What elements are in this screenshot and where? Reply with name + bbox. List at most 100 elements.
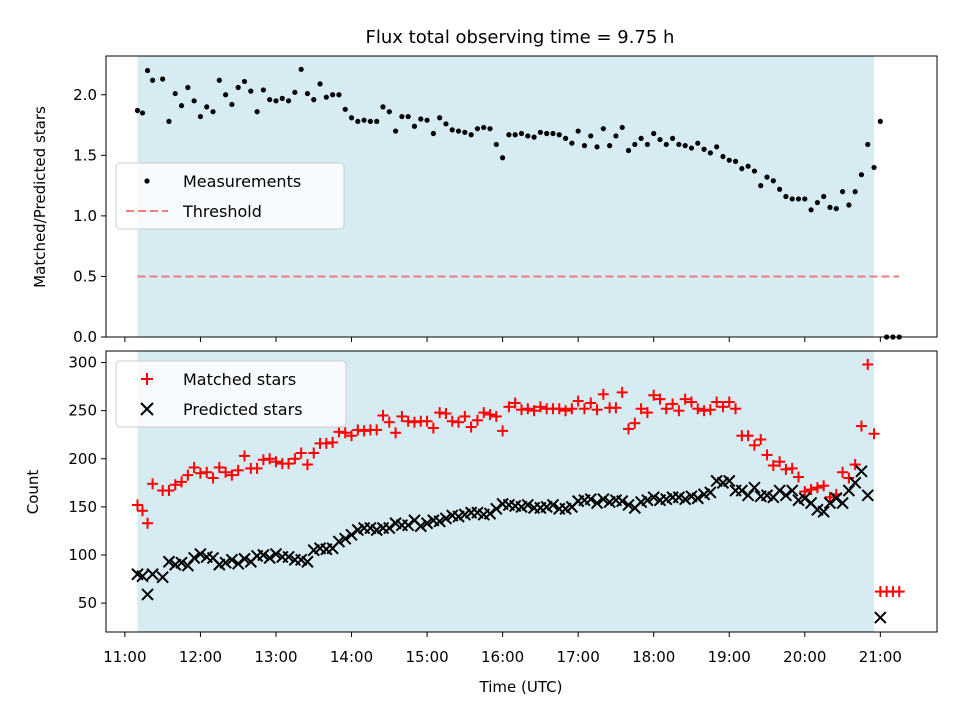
top-y-axis-label: Matched/Predicted stars [31, 106, 49, 288]
matched-star-point [805, 484, 817, 496]
measurement-point [430, 130, 436, 137]
legend-matched-marker [141, 373, 153, 385]
matched-star-point [654, 393, 666, 405]
measurement-point [411, 123, 418, 129]
predicted-star-point [836, 496, 849, 510]
legend-predicted-label: Predicted stars [183, 400, 303, 419]
matched-star-point [730, 403, 742, 415]
measurement-point [285, 98, 292, 104]
measurement-point [789, 196, 795, 202]
measurement-point [311, 97, 317, 103]
matched-star-point [799, 486, 811, 497]
matched-star-point [635, 403, 647, 415]
measurement-point [443, 121, 449, 127]
matched-star-point [560, 405, 572, 417]
measurement-point [695, 140, 701, 146]
measurement-point [770, 178, 776, 184]
matched-star-point [793, 471, 804, 483]
top-data-marks [134, 66, 902, 340]
matched-star-point [824, 491, 836, 503]
measurement-point [166, 118, 172, 125]
legend-measurements-label: Measurements [183, 172, 301, 191]
predicted-star-point [141, 588, 154, 601]
bottom-legend-box [115, 360, 347, 428]
x-tick-label: 17:00 [557, 648, 600, 666]
measurement-point [474, 126, 481, 132]
measurement-point [707, 150, 713, 156]
measurement-point [298, 66, 304, 72]
predicted-star-point [175, 556, 188, 569]
measurement-point [802, 196, 808, 202]
predicted-star-point [704, 486, 717, 499]
measurement-point [223, 92, 229, 98]
measurement-point [619, 124, 625, 131]
matched-star-point [597, 388, 609, 400]
matched-star-point [704, 404, 716, 416]
matched-star-point [503, 401, 515, 413]
measurement-point [380, 104, 386, 110]
top-y-tick-label: 1.0 [73, 207, 97, 225]
x-tick-label: 20:00 [783, 648, 826, 666]
measurement-point [481, 124, 487, 131]
predicted-star-point [263, 551, 276, 565]
measurement-point [701, 146, 707, 152]
measurement-point [279, 95, 285, 101]
legend-predicted-marker [140, 402, 154, 416]
predicted-star-point [678, 492, 692, 506]
measurement-point [562, 135, 569, 141]
matched-star-point [893, 586, 905, 598]
matched-star-point [213, 461, 225, 473]
measurement-point [487, 126, 493, 132]
measurement-point [758, 182, 764, 189]
measurement-point [625, 147, 632, 154]
matched-star-point [176, 476, 188, 488]
matched-star-point [578, 403, 590, 415]
measurement-point [676, 141, 682, 148]
measurement-point [544, 130, 550, 137]
matched-star-point [786, 462, 798, 474]
measurement-point [795, 196, 802, 202]
top-y-tick-label: 1.5 [73, 146, 97, 164]
measurement-point [632, 141, 638, 148]
predicted-star-point [590, 496, 604, 510]
measurement-point [160, 76, 166, 82]
measurement-point [594, 144, 600, 150]
predicted-star-point [420, 517, 434, 530]
predicted-star-point [401, 518, 415, 532]
top-y-tick-label: 0.5 [73, 267, 97, 285]
predicted-star-point [345, 528, 358, 542]
matched-star-point [761, 449, 773, 461]
measurement-point [348, 115, 355, 121]
matched-star-point [610, 402, 622, 414]
matched-star-point [339, 427, 351, 439]
measurement-point [651, 130, 657, 137]
measurement-point [191, 98, 197, 104]
matched-star-point [490, 410, 502, 422]
measurement-point [739, 166, 745, 172]
measurement-point [871, 164, 877, 171]
measurement-point [455, 128, 462, 134]
measurement-point [777, 186, 783, 192]
matched-star-point [484, 409, 496, 421]
measurement-point [613, 133, 619, 139]
matched-star-point [711, 396, 723, 408]
matched-star-point [748, 439, 760, 451]
matched-star-point [453, 416, 465, 428]
measurement-point [254, 109, 260, 115]
predicted-star-point [546, 498, 560, 512]
bottom-y-tick-label: 200 [68, 450, 97, 468]
matched-star-point [207, 472, 219, 484]
matched-star-point [346, 430, 358, 442]
measurement-point [720, 153, 726, 160]
measurement-point [827, 204, 833, 211]
matched-star-point [509, 397, 521, 409]
top-x-ticks [124, 337, 881, 342]
measurement-point [342, 106, 348, 112]
matched-star-point [685, 396, 697, 408]
measurement-point [235, 84, 241, 91]
matched-star-point [169, 479, 181, 491]
predicted-star-point [257, 548, 270, 562]
measurement-point [714, 144, 720, 150]
x-axis-label: Time (UTC) [479, 678, 563, 696]
predicted-star-point [855, 465, 868, 478]
